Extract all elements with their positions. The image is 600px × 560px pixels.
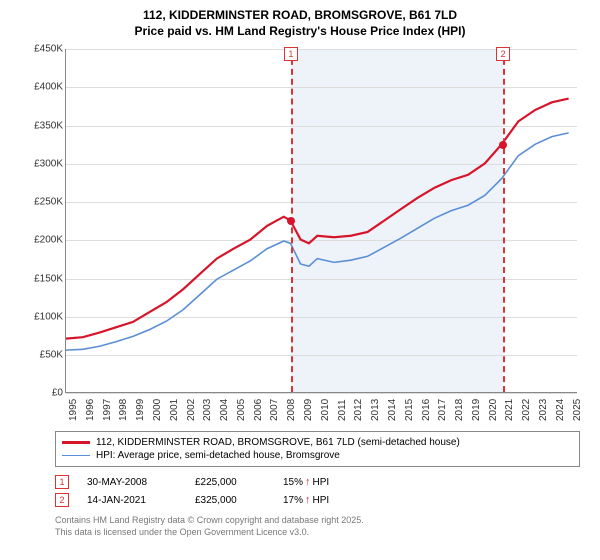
x-tick-label: 2012 xyxy=(353,399,364,421)
x-tick-label: 2004 xyxy=(219,399,230,421)
marker-vline xyxy=(503,49,505,392)
transaction-row: 1 30-MAY-2008 £225,000 15%↑ HPI xyxy=(55,473,580,491)
x-tick-label: 2009 xyxy=(303,399,314,421)
chart-title: 112, KIDDERMINSTER ROAD, BROMSGROVE, B61… xyxy=(10,8,590,39)
marker-dot xyxy=(499,141,507,149)
marker-dot xyxy=(287,217,295,225)
arrow-up-icon: ↑ xyxy=(305,494,311,506)
x-tick-label: 2020 xyxy=(488,399,499,421)
transaction-hpi-delta: 17%↑ HPI xyxy=(283,494,329,506)
legend-row: 112, KIDDERMINSTER ROAD, BROMSGROVE, B61… xyxy=(62,436,573,449)
transaction-price: £225,000 xyxy=(195,477,265,488)
x-tick-label: 2022 xyxy=(521,399,532,421)
legend-label: 112, KIDDERMINSTER ROAD, BROMSGROVE, B61… xyxy=(96,437,460,448)
title-line1: 112, KIDDERMINSTER ROAD, BROMSGROVE, B61… xyxy=(10,8,590,24)
x-tick-label: 2003 xyxy=(202,399,213,421)
marker-index-label: 1 xyxy=(284,47,298,61)
legend-swatch xyxy=(62,441,90,444)
y-tick-label: £200K xyxy=(34,235,63,246)
legend: 112, KIDDERMINSTER ROAD, BROMSGROVE, B61… xyxy=(55,431,580,467)
x-tick-label: 2016 xyxy=(421,399,432,421)
arrow-up-icon: ↑ xyxy=(305,476,311,488)
marker-index-label: 2 xyxy=(496,47,510,61)
footer-line1: Contains HM Land Registry data © Crown c… xyxy=(55,515,580,527)
transaction-date: 30-MAY-2008 xyxy=(87,477,177,488)
y-tick-label: £350K xyxy=(34,120,63,131)
transaction-date: 14-JAN-2021 xyxy=(87,495,177,506)
transaction-index: 2 xyxy=(55,493,69,507)
x-tick-label: 2025 xyxy=(572,399,583,421)
transaction-row: 2 14-JAN-2021 £325,000 17%↑ HPI xyxy=(55,491,580,509)
x-tick-label: 2008 xyxy=(286,399,297,421)
footer-attribution: Contains HM Land Registry data © Crown c… xyxy=(55,515,580,538)
transaction-hpi-delta: 15%↑ HPI xyxy=(283,476,329,488)
x-tick-label: 1995 xyxy=(68,399,79,421)
y-tick-label: £150K xyxy=(34,273,63,284)
legend-label: HPI: Average price, semi-detached house,… xyxy=(96,450,340,461)
x-tick-label: 2015 xyxy=(404,399,415,421)
title-line2: Price paid vs. HM Land Registry's House … xyxy=(10,24,590,40)
x-tick-label: 2017 xyxy=(437,399,448,421)
x-tick-label: 1998 xyxy=(118,399,129,421)
series-line xyxy=(66,99,569,339)
x-tick-label: 2010 xyxy=(320,399,331,421)
x-tick-label: 2023 xyxy=(538,399,549,421)
y-tick-label: £250K xyxy=(34,197,63,208)
transaction-price: £325,000 xyxy=(195,495,265,506)
x-tick-label: 2011 xyxy=(337,400,348,422)
x-tick-label: 2024 xyxy=(555,399,566,421)
x-axis: 1995 1996 1997 1998 1999 2000 2001 2002 2003 2004… xyxy=(65,393,577,425)
plot-area: 12 xyxy=(65,49,577,393)
x-tick-label: 2006 xyxy=(253,399,264,421)
y-tick-label: £400K xyxy=(34,82,63,93)
transactions-table: 1 30-MAY-2008 £225,000 15%↑ HPI 2 14-JAN-2021… xyxy=(55,473,580,509)
x-tick-label: 1999 xyxy=(135,399,146,421)
y-tick-label: £300K xyxy=(34,158,63,169)
x-tick-label: 2002 xyxy=(186,399,197,421)
transaction-index: 1 xyxy=(55,475,69,489)
x-tick-label: 2005 xyxy=(236,399,247,421)
x-tick-label: 2018 xyxy=(454,399,465,421)
chart-area: £0 £50K £100K £150K £200K £250K £300K £350K £400… xyxy=(20,45,580,425)
y-tick-label: £0 xyxy=(52,388,63,399)
footer-line2: This data is licensed under the Open Gov… xyxy=(55,527,580,539)
x-tick-label: 2001 xyxy=(169,399,180,421)
x-tick-label: 2013 xyxy=(370,399,381,421)
chart-container: 112, KIDDERMINSTER ROAD, BROMSGROVE, B61… xyxy=(0,0,600,560)
legend-row: HPI: Average price, semi-detached house,… xyxy=(62,449,573,462)
x-tick-label: 1996 xyxy=(85,399,96,421)
series-lines xyxy=(66,49,577,392)
x-tick-label: 2014 xyxy=(387,399,398,421)
y-tick-label: £450K xyxy=(34,44,63,55)
x-tick-label: 2021 xyxy=(504,399,515,421)
x-tick-label: 2019 xyxy=(471,399,482,421)
x-tick-label: 1997 xyxy=(102,399,113,421)
x-tick-label: 2000 xyxy=(152,399,163,421)
legend-swatch xyxy=(62,455,90,457)
y-tick-label: £100K xyxy=(34,311,63,322)
y-tick-label: £50K xyxy=(40,349,63,360)
x-tick-label: 2007 xyxy=(269,399,280,421)
y-axis: £0£50K£100K£150K£200K£250K£300K£350K£400… xyxy=(20,49,65,393)
